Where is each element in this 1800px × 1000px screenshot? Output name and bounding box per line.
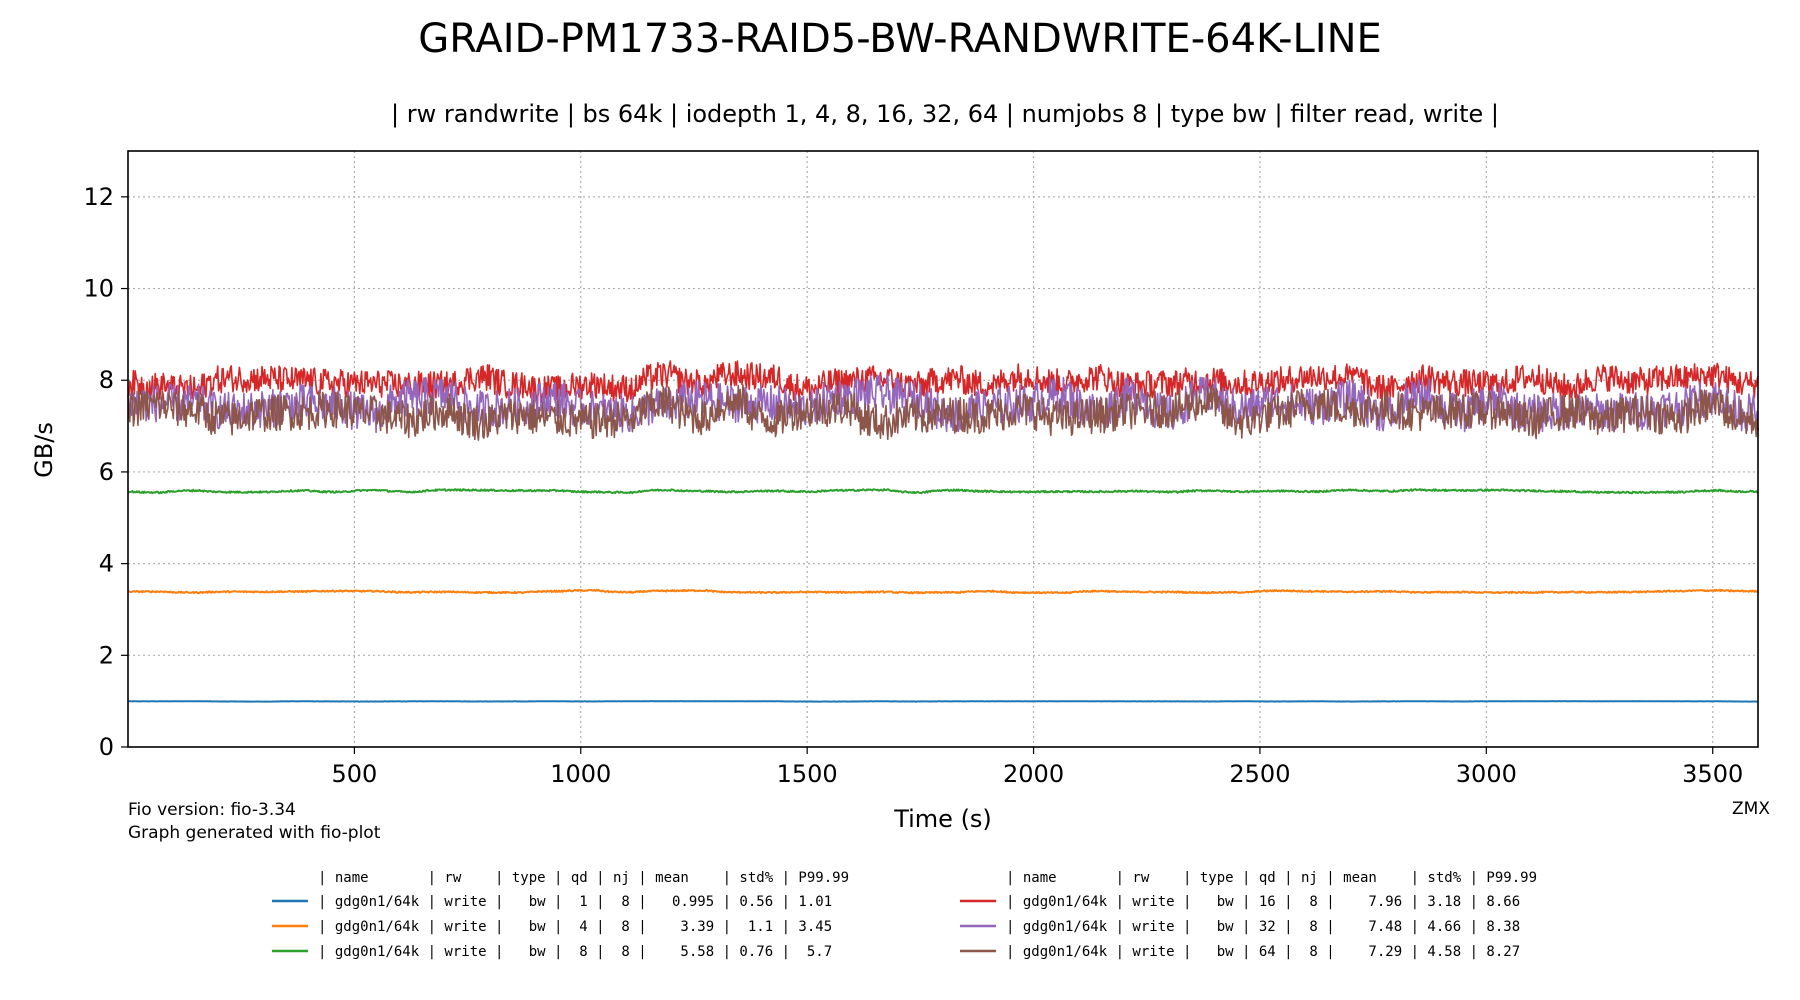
legend-entry: | gdg0n1/64k | write | bw | 8 | 8 | 5.58… <box>318 944 832 960</box>
series-line-qd8 <box>127 488 1759 495</box>
series-line-qd16 <box>127 360 1759 404</box>
y-axis-ticks: 0 2 4 6 8 10 12 <box>83 183 128 761</box>
chart-subtitle: | rw randwrite | bs 64k | iodepth 1, 4, … <box>391 100 1499 128</box>
series-lines <box>127 360 1759 703</box>
y-tick-label: 8 <box>99 366 114 394</box>
legend-header: | name | rw | type | qd | nj | mean | st… <box>318 870 849 886</box>
x-tick-label: 500 <box>331 760 377 788</box>
series-line-qd1 <box>127 700 1759 703</box>
x-tick-label: 3500 <box>1682 760 1743 788</box>
x-tick-label: 1500 <box>777 760 838 788</box>
y-axis-label: GB/s <box>30 422 58 478</box>
y-tick-label: 0 <box>99 733 114 761</box>
y-tick-label: 6 <box>99 458 114 486</box>
x-axis-ticks: 500 1000 1500 2000 2500 3000 3500 <box>331 747 1743 788</box>
legend-entry: | gdg0n1/64k | write | bw | 16 | 8 | 7.9… <box>1006 894 1520 910</box>
legend-entry: | gdg0n1/64k | write | bw | 32 | 8 | 7.4… <box>1006 919 1520 935</box>
y-tick-label: 10 <box>83 275 114 303</box>
legend-entry: | gdg0n1/64k | write | bw | 64 | 8 | 7.2… <box>1006 944 1520 960</box>
legend: | name | rw | type | qd | nj | mean | st… <box>272 870 1537 960</box>
x-tick-label: 3000 <box>1456 760 1517 788</box>
watermark: ZMX <box>1732 799 1770 819</box>
y-tick-label: 4 <box>99 550 114 578</box>
grid-lines <box>128 151 1758 747</box>
legend-header: | name | rw | type | qd | nj | mean | st… <box>1006 870 1537 886</box>
chart-title: GRAID-PM1733-RAID5-BW-RANDWRITE-64K-LINE <box>418 16 1382 62</box>
legend-entry: | gdg0n1/64k | write | bw | 4 | 8 | 3.39… <box>318 919 832 935</box>
x-tick-label: 2500 <box>1229 760 1290 788</box>
fio-version-note: Fio version: fio-3.34 <box>128 800 296 820</box>
series-line-qd64 <box>127 384 1759 441</box>
series-line-qd4 <box>127 588 1759 595</box>
x-tick-label: 1000 <box>550 760 611 788</box>
y-tick-label: 2 <box>99 641 114 669</box>
plot-frame <box>127 150 1759 748</box>
y-tick-label: 12 <box>83 183 114 211</box>
series-line-qd32 <box>127 374 1759 434</box>
x-tick-label: 2000 <box>1003 760 1064 788</box>
legend-entry: | gdg0n1/64k | write | bw | 1 | 8 | 0.99… <box>318 894 832 910</box>
generator-note: Graph generated with fio-plot <box>128 823 381 843</box>
x-axis-label: Time (s) <box>893 805 992 833</box>
